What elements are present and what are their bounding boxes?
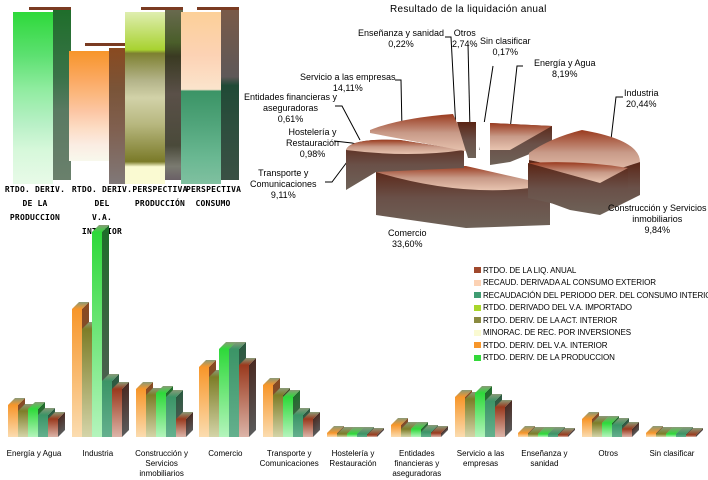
legend-item: RECAUDACIÓN DEL PERIODO DER. DEL CONSUMO… [474, 289, 708, 302]
pie-label-sin-clasificar: Sin clasificar 0,17% [480, 36, 531, 57]
pie-label-entidades: Entidades financieras y aseguradoras 0,61% [244, 92, 338, 124]
bar [548, 427, 566, 437]
legend-swatch [474, 292, 481, 299]
category-label: Enseñanza y sanidad [521, 449, 568, 468]
legend-swatch [474, 279, 481, 286]
legend-swatch [474, 304, 481, 311]
bar [337, 427, 354, 437]
bar [400, 422, 418, 437]
bar [656, 427, 673, 437]
bar [474, 386, 492, 437]
bar [239, 358, 257, 437]
bar [48, 412, 65, 437]
bar [101, 374, 119, 437]
bar [327, 426, 344, 437]
pie-label-industria: Industria 20,44% [624, 88, 659, 109]
bar [135, 382, 153, 437]
category-label: Servicio a las empresas [456, 449, 505, 468]
bar [686, 428, 703, 437]
legend-item: RTDO. DE LA LIQ. ANUAL [474, 264, 708, 277]
pie-label-construccion: Construcción y Servicios inmobiliarios 9,8… [608, 203, 707, 235]
bar [229, 342, 247, 437]
bar [484, 394, 502, 437]
bar [420, 425, 438, 437]
legend-item: RTDO. DERIV. DE LA PRODUCCION [474, 352, 708, 365]
bar [18, 404, 35, 437]
bar [666, 427, 683, 437]
legend-item: RTDO. DERIV. DE LA ACT. INTERIOR [474, 314, 708, 327]
legend-swatch [474, 342, 481, 349]
bar [38, 408, 55, 437]
bar [592, 416, 610, 437]
category-label: Construcción y Servicios inmobiliarios [135, 449, 189, 478]
bar [111, 382, 129, 437]
bar [367, 428, 384, 437]
pie-graphic [325, 36, 640, 228]
legend-swatch [474, 329, 481, 336]
pie-label-energia: Energía y Agua 8,19% [534, 58, 596, 79]
bar [622, 422, 640, 437]
bar [357, 427, 374, 437]
bar [582, 412, 600, 437]
bar [494, 400, 512, 437]
category-label: Energía y Agua [6, 449, 62, 458]
bar [430, 426, 448, 437]
category-label: Transporte y Comunicaciones [259, 449, 319, 468]
bar [518, 426, 536, 437]
column-label: PERSPECTIVA CONSUMO [186, 185, 242, 208]
bar [293, 408, 311, 437]
column-label: PERSPECTIVA PRODUCCIÓN [132, 185, 188, 208]
bar [219, 342, 237, 437]
legend-swatch [474, 267, 481, 274]
bar [454, 390, 472, 437]
legend-swatch [474, 317, 481, 324]
bar [263, 378, 281, 437]
bar [91, 225, 109, 437]
category-label: Otros [598, 449, 618, 458]
bar [558, 428, 576, 437]
bar [410, 422, 428, 437]
pie-label-comercio: Comercio 33,60% [388, 228, 427, 249]
bar [676, 427, 693, 437]
bar [165, 390, 183, 437]
bar [390, 418, 408, 437]
category-label: Comercio [208, 449, 243, 458]
bar [71, 302, 89, 437]
bar [464, 392, 482, 437]
pie-label-transporte: Transporte y Comunicaciones 9,11% [250, 168, 317, 200]
bar [199, 360, 217, 437]
bar [602, 416, 620, 437]
bar [175, 412, 193, 437]
bar [347, 427, 364, 437]
bar [538, 427, 556, 437]
bar [528, 427, 546, 437]
bar [646, 426, 663, 437]
category-label: Entidades financieras y aseguradoras [392, 449, 442, 478]
pie-label-ensenanza: Enseñanza y sanidad 0,22% [358, 28, 445, 49]
legend: RTDO. DE LA LIQ. ANUAL RECAUD. DERIVADA … [474, 264, 708, 364]
category-label: Hostelería y Restauración [329, 449, 377, 468]
category-label: Industria [82, 449, 114, 458]
pie-title: Resultado de la liquidación anual [390, 4, 547, 15]
bar [145, 388, 163, 437]
legend-swatch [474, 354, 481, 361]
bar [273, 388, 291, 437]
bar [209, 370, 227, 437]
legend-item: RECAUD. DERIVADA AL CONSUMO EXTERIOR [474, 277, 708, 290]
legend-item: MINORAC. DE REC. POR INVERSIONES [474, 327, 708, 340]
bar [28, 402, 45, 437]
bar [155, 386, 173, 437]
legend-item: RTDO. DERIV. DEL V.A. INTERIOR [474, 339, 708, 352]
pie-label-otros: Otros 2,74% [452, 28, 478, 49]
bar [8, 398, 25, 437]
category-label: Sin clasificar [649, 449, 695, 458]
bar [612, 418, 630, 437]
bar [283, 390, 301, 437]
column-label: RTDO. DERIV. DE LA PRODUCCION [4, 185, 66, 222]
pie-label-hosteleria: Hostelería y Restauración 0,98% [286, 127, 340, 159]
pie-label-servicio: Servicio a las empresas 14,11% [300, 72, 396, 93]
bar [303, 412, 321, 437]
legend-item: RTDO. DERIVADO DEL V.A. IMPORTADO [474, 302, 708, 315]
bar [81, 322, 99, 437]
